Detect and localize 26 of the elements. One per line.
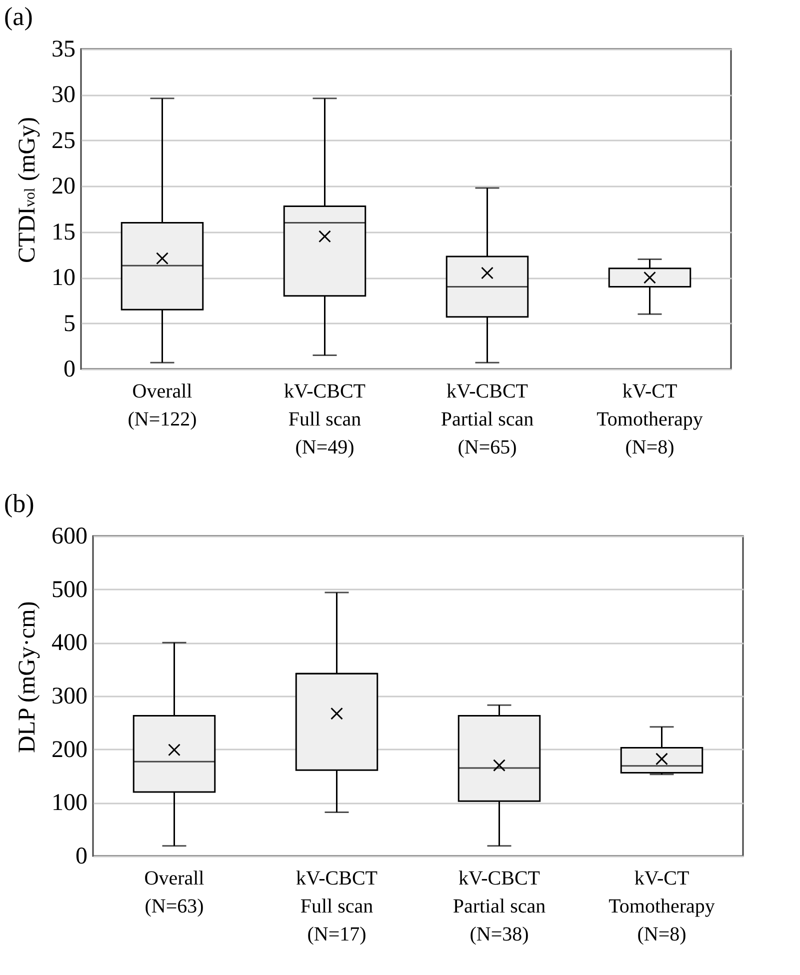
y-tick-label: 500 [52, 576, 88, 603]
y-tick-label: 400 [52, 630, 88, 656]
y-tick-label: 100 [52, 790, 88, 816]
y-tick-label: 20 [52, 174, 76, 200]
y-tick-label: 35 [52, 36, 76, 62]
x-tick-label: kV-CT Tomotherapy (N=8) [596, 380, 703, 458]
x-tick-label: kV-CBCT Full scan (N=49) [284, 380, 366, 458]
x-tick-label: kV-CBCT Partial scan (N=65) [440, 380, 534, 458]
x-tick-label: Overall (N=63) [144, 868, 205, 918]
x-tick-label: kV-CT Tomotherapy (N=8) [608, 868, 715, 946]
x-tick-label: kV-CBCT Partial scan (N=38) [452, 868, 546, 946]
y-tick-label: 0 [64, 356, 76, 382]
chart-title: (b) [4, 489, 34, 519]
y-tick-label: 300 [52, 684, 88, 710]
y-tick-label: 200 [52, 736, 88, 763]
x-tick-label: Overall (N=122) [128, 380, 197, 430]
x-tick-label: kV-CBCT Full scan (N=17) [296, 868, 378, 946]
y-tick-label: 0 [76, 844, 88, 870]
y-tick-label: 10 [52, 265, 76, 292]
y-tick-label: 25 [52, 128, 76, 154]
y-tick-label: 600 [52, 524, 88, 550]
y-tick-label: 5 [64, 310, 76, 337]
y-tick-label: 15 [52, 219, 76, 246]
y-tick-label: 30 [52, 82, 76, 108]
chart-title: (a) [4, 2, 33, 32]
y-axis-title: DLP (mGy·cm) [14, 600, 42, 755]
